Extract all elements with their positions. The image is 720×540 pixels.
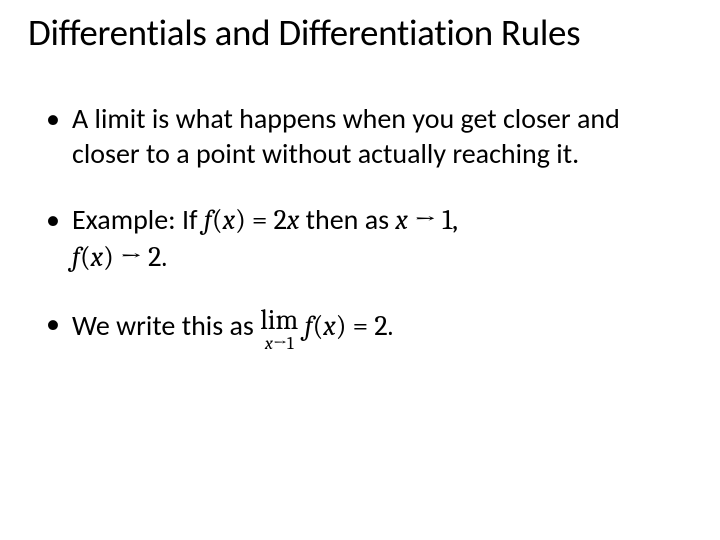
math-arrow: →	[273, 333, 287, 354]
math-num: 2	[274, 204, 287, 236]
math-num: 2.	[374, 310, 393, 342]
lim-label: lim	[260, 306, 298, 334]
math-num: 1	[287, 333, 294, 354]
math-paren: (	[313, 310, 324, 342]
math-arrow: →	[114, 241, 148, 273]
bullet-item: Example: If f(x) = 2x then as x → 1, f(x…	[72, 202, 692, 276]
math-paren: (	[212, 204, 223, 236]
slide: Differentials and Differentiation Rules …	[0, 0, 720, 540]
limit-expression: limx→1	[260, 306, 298, 353]
math-var: x	[265, 333, 273, 354]
math-paren: (	[80, 241, 91, 273]
math-var: x	[287, 204, 300, 236]
bullet-item: A limit is what happens when you get clo…	[72, 101, 692, 173]
math-paren: )	[103, 241, 114, 273]
bullet-text: Example: If	[72, 202, 204, 237]
math-op: =	[246, 204, 274, 236]
math-op: =	[347, 310, 375, 342]
math-var: f	[72, 241, 80, 273]
math-var: x	[395, 204, 408, 236]
math-var: f	[204, 204, 212, 236]
bullet-text: then as	[299, 202, 395, 237]
math-arrow: →	[408, 204, 442, 236]
math-num: 2.	[148, 241, 167, 273]
math-paren: )	[235, 204, 246, 236]
bullet-item: We write this as limx→1 f(x) = 2.	[72, 306, 692, 353]
bullet-text: A limit is what happens when you get clo…	[72, 101, 620, 172]
math-var: x	[91, 241, 104, 273]
math-num: 1,	[442, 204, 458, 236]
slide-title: Differentials and Differentiation Rules	[28, 12, 692, 55]
bullet-text: We write this as	[72, 308, 260, 343]
math-var: f	[305, 310, 313, 342]
math-paren: )	[336, 310, 347, 342]
bullet-list: A limit is what happens when you get clo…	[28, 101, 692, 353]
math-var: x	[223, 204, 236, 236]
lim-subscript: x→1	[260, 335, 298, 353]
math-var: x	[323, 310, 336, 342]
